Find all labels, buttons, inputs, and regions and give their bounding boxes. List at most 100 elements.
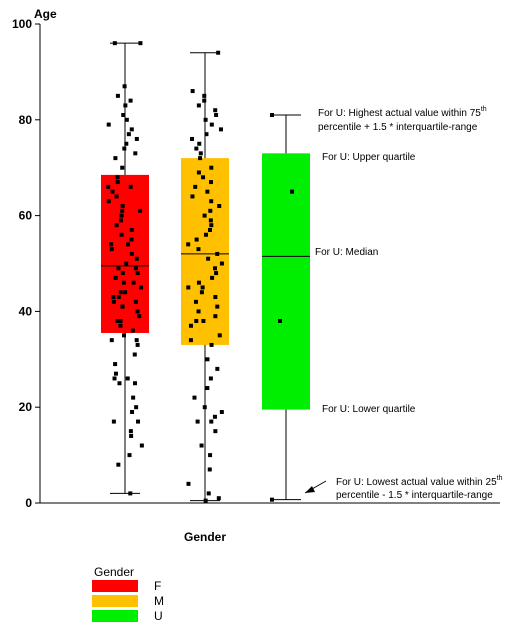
- data-point-m: [213, 108, 218, 113]
- y-tick-label: 80: [19, 113, 33, 127]
- data-point-f: [133, 266, 138, 271]
- annotation-high-line2: percentile + 1.5 * interquartile-range: [318, 122, 478, 133]
- box-m: [181, 158, 229, 345]
- data-point-m: [197, 141, 202, 146]
- data-point-m: [195, 419, 200, 424]
- data-point-f: [106, 199, 111, 204]
- data-point-f: [126, 242, 131, 247]
- data-point-f: [118, 218, 123, 223]
- data-point-m: [202, 93, 207, 98]
- data-point-f: [109, 247, 114, 252]
- data-point-m: [208, 218, 213, 223]
- data-point-f: [122, 146, 127, 151]
- data-point-f: [109, 338, 114, 343]
- data-point-m: [196, 247, 201, 252]
- data-point-m: [190, 136, 195, 141]
- data-point-m: [208, 376, 213, 381]
- data-point-m: [193, 184, 198, 189]
- data-point-m: [196, 170, 201, 175]
- data-point-f: [135, 271, 140, 276]
- data-point-m: [216, 50, 221, 55]
- data-point-f: [129, 127, 134, 132]
- data-point-f: [111, 299, 116, 304]
- y-tick-label: 100: [12, 17, 32, 31]
- data-point-m: [190, 89, 195, 94]
- data-point-f: [121, 113, 126, 118]
- annotation-high-line1: For U: Highest actual value within 75th: [318, 106, 487, 119]
- legend-label-u: U: [154, 609, 163, 623]
- legend-swatch-u: [92, 610, 138, 622]
- data-point-f: [120, 271, 125, 276]
- data-point-f: [112, 376, 117, 381]
- data-point-m: [186, 285, 191, 290]
- data-point-m: [203, 117, 208, 122]
- data-point-m: [190, 194, 195, 199]
- data-point-f: [129, 433, 134, 438]
- data-point-m: [188, 338, 193, 343]
- data-point-m: [209, 199, 214, 204]
- data-point-m: [215, 251, 220, 256]
- data-point-f: [119, 232, 124, 237]
- data-point-m: [213, 295, 218, 300]
- data-point-m: [207, 467, 212, 472]
- data-point-f: [135, 342, 140, 347]
- y-tick-label: 60: [19, 209, 33, 223]
- data-point-f: [116, 462, 121, 467]
- y-tick-label: 20: [19, 400, 33, 414]
- box-u: [262, 153, 310, 410]
- data-point-f: [139, 443, 144, 448]
- y-axis-title: Age: [34, 7, 57, 21]
- data-point-f: [123, 290, 128, 295]
- data-point-m: [213, 314, 218, 319]
- data-point-f: [111, 419, 116, 424]
- data-point-m: [194, 318, 199, 323]
- legend-label-f: F: [154, 579, 162, 593]
- legend-item-f: F: [92, 579, 161, 594]
- data-point-f: [113, 362, 118, 367]
- data-point-f: [139, 285, 144, 290]
- data-point-f: [131, 395, 136, 400]
- data-point-f: [113, 371, 118, 376]
- data-point-m: [218, 127, 223, 132]
- box-group-u: [262, 113, 310, 502]
- data-point-f: [134, 256, 139, 261]
- data-point-f: [121, 280, 126, 285]
- data-point-u: [270, 497, 274, 502]
- data-point-m: [206, 256, 211, 261]
- data-point-f: [125, 376, 130, 381]
- data-point-f: [110, 189, 115, 194]
- data-point-m: [208, 453, 213, 458]
- legend-title: Gender: [94, 565, 135, 579]
- data-point-f: [114, 223, 119, 228]
- data-point-m: [198, 156, 203, 161]
- data-point-m: [209, 342, 214, 347]
- data-point-m: [212, 414, 217, 419]
- annotations: For U: Highest actual value within 75th …: [304, 106, 503, 501]
- data-point-f: [120, 208, 125, 213]
- data-point-f: [115, 318, 120, 323]
- legend-item-u: U: [92, 609, 163, 624]
- annotation-arrowhead: [305, 486, 315, 493]
- data-point-u: [270, 113, 274, 118]
- annotation-median: For U: Median: [315, 247, 378, 258]
- data-point-m: [193, 299, 198, 304]
- data-point-m: [209, 122, 214, 127]
- data-point-m: [192, 395, 197, 400]
- data-point-f: [128, 184, 133, 189]
- legend-item-m: M: [92, 594, 164, 609]
- data-point-m: [202, 213, 207, 218]
- data-point-f: [120, 204, 125, 209]
- annotation-upper-quartile: For U: Upper quartile: [322, 152, 416, 163]
- data-point-f: [106, 122, 111, 127]
- data-point-m: [201, 318, 206, 323]
- data-point-m: [205, 386, 210, 391]
- box-group-m: [181, 50, 229, 503]
- y-tick-label: 0: [25, 496, 32, 510]
- x-axis-title: Gender: [184, 530, 226, 544]
- data-point-f: [115, 93, 120, 98]
- data-point-m: [203, 232, 208, 237]
- data-point-f: [128, 429, 133, 434]
- data-point-f: [119, 213, 124, 218]
- data-point-f: [118, 318, 123, 323]
- data-point-f: [116, 295, 121, 300]
